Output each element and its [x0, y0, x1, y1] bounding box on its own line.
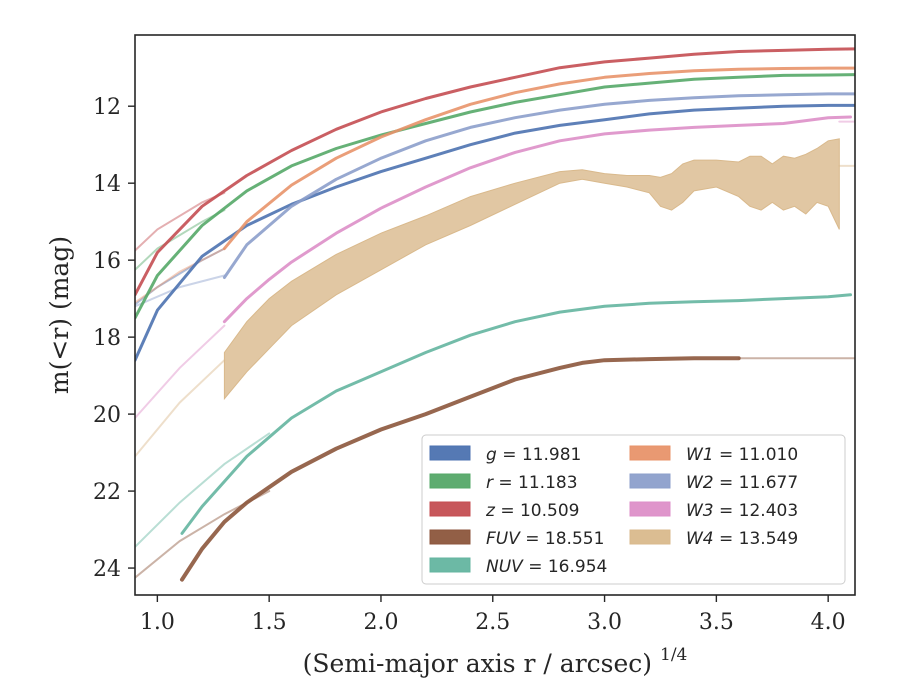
x-tick-label: 3.0 — [587, 610, 622, 635]
legend-label-w2: W2 = 11.677 — [686, 473, 798, 493]
y-tick-label: 24 — [93, 557, 121, 582]
legend-label-w3: W3 = 12.403 — [686, 501, 798, 521]
y-axis-label: m(<r) (mag) — [45, 236, 74, 394]
x-tick-label: 2.5 — [475, 610, 510, 635]
series-line-w1 — [222, 66, 855, 251]
y-tick-label: 18 — [93, 326, 121, 351]
legend-swatch-w2 — [629, 473, 671, 489]
y-tick-label: 20 — [93, 403, 121, 428]
x-axis: 1.0 1.5 2.0 2.5 3.0 3.5 4.0 — [140, 595, 846, 635]
x-tick-label: 1.0 — [140, 610, 175, 635]
y-tick-label: 12 — [93, 95, 121, 120]
legend: g = 11.981 r = 11.183 z = 10.509 FUV = 18.5… — [421, 434, 846, 585]
extrapolation-line-w3-8 — [135, 324, 226, 419]
legend-swatch-fuv — [429, 529, 471, 545]
extrapolation-line-nuv-5 — [135, 432, 271, 548]
series-line-fuv — [180, 356, 741, 582]
series-line-w2 — [222, 92, 855, 279]
x-tick-label: 1.5 — [252, 610, 287, 635]
x-axis-label: (Semi-major axis r / arcsec) 1/4 — [303, 645, 688, 678]
legend-swatch-r — [429, 473, 471, 489]
extrapolation-line-w2-7 — [135, 274, 226, 308]
extrapolation-line-w4-9 — [135, 359, 226, 458]
y-tick-label: 22 — [93, 480, 121, 505]
legend-swatch-z — [429, 501, 471, 517]
legend-label-fuv: FUV = 18.551 — [486, 529, 604, 549]
legend-label-g: g = 11.981 — [486, 445, 581, 465]
x-axis-label-exponent: 1/4 — [660, 645, 687, 665]
series-line-nuv — [180, 293, 852, 535]
legend-swatch-nuv — [429, 557, 471, 573]
series-band-w4 — [223, 138, 840, 401]
legend-label-w4: W4 = 13.549 — [686, 529, 798, 549]
y-tick-label: 14 — [93, 172, 121, 197]
series-line-r — [135, 73, 855, 320]
x-tick-label: 4.0 — [811, 610, 846, 635]
series-line-w3 — [222, 115, 852, 324]
x-axis-label-text: (Semi-major axis r / arcsec) — [303, 649, 652, 678]
legend-swatch-w1 — [629, 445, 671, 461]
legend-swatch-w4 — [629, 529, 671, 545]
series-line-z — [135, 47, 855, 297]
legend-label-z: z = 10.509 — [485, 501, 579, 521]
legend-label-r: r = 11.183 — [486, 473, 578, 493]
y-axis: 12 14 16 18 20 22 24 — [93, 95, 135, 582]
x-tick-label: 2.0 — [363, 610, 398, 635]
plot-area — [135, 47, 855, 582]
y-tick-label: 16 — [93, 249, 121, 274]
legend-swatch-w3 — [629, 501, 671, 517]
legend-label-w1: W1 = 11.010 — [686, 445, 798, 465]
x-tick-label: 3.5 — [699, 610, 734, 635]
legend-label-nuv: NUV = 16.954 — [486, 557, 607, 577]
axes-frame — [134, 34, 856, 596]
legend-swatch-g — [429, 445, 471, 461]
